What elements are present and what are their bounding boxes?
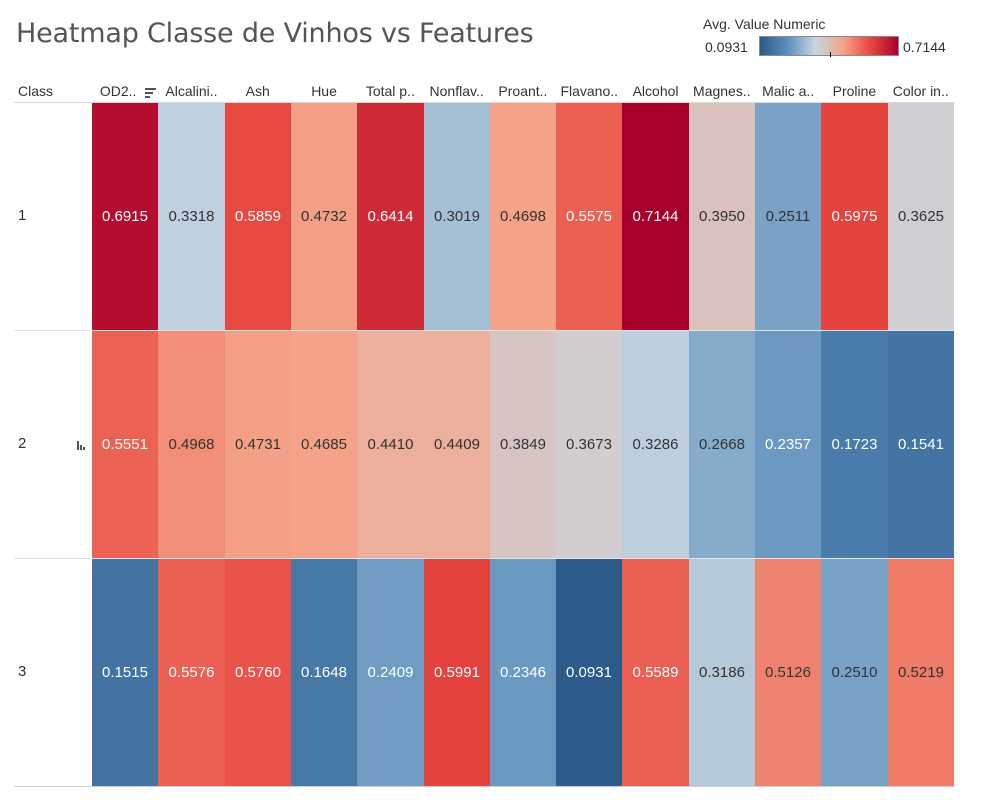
heatmap-cell[interactable]: 0.2409	[357, 559, 424, 786]
heatmap-cell[interactable]: 0.3849	[490, 331, 556, 558]
heatmap-cell[interactable]: 0.4698	[490, 103, 556, 330]
chart-title: Heatmap Classe de Vinhos vs Features	[16, 18, 534, 49]
column-header-5[interactable]: Nonflav..	[429, 83, 484, 99]
heatmap-cell[interactable]: 0.5575	[556, 103, 622, 330]
bar-chart-icon[interactable]	[77, 440, 87, 450]
legend-max-label: 0.7144	[903, 39, 946, 55]
column-header-6[interactable]: Proant..	[498, 83, 548, 99]
sort-descending-icon[interactable]	[145, 88, 156, 98]
heatmap-cell[interactable]: 0.5589	[622, 559, 689, 786]
column-header-11[interactable]: Proline	[832, 83, 877, 99]
heatmap-cell[interactable]: 0.5975	[821, 103, 888, 330]
heatmap-cell[interactable]: 0.2511	[755, 103, 821, 330]
column-header-9[interactable]: Magnes..	[693, 83, 751, 99]
heatmap-cell[interactable]: 0.3673	[556, 331, 622, 558]
legend-gradient-bar[interactable]	[759, 36, 899, 56]
column-header-3[interactable]: Hue	[311, 83, 337, 99]
column-header-12[interactable]: Color in..	[892, 83, 949, 99]
heatmap-cell[interactable]: 0.2357	[755, 331, 821, 558]
column-header-8[interactable]: Alcohol	[632, 83, 679, 99]
bottom-divider	[14, 786, 955, 787]
heatmap-cell[interactable]: 0.3625	[888, 103, 954, 330]
heatmap-cell[interactable]: 0.2346	[490, 559, 556, 786]
row-label-class-2[interactable]: 2	[18, 435, 27, 452]
heatmap-cell[interactable]: 0.2510	[821, 559, 888, 786]
heatmap-cell[interactable]: 0.6414	[357, 103, 424, 330]
heatmap-cell[interactable]: 0.4968	[158, 331, 225, 558]
heatmap-cell[interactable]: 0.1541	[888, 331, 954, 558]
column-header-4[interactable]: Total p..	[365, 83, 415, 99]
column-header-7[interactable]: Flavano..	[560, 83, 619, 99]
row-divider	[14, 330, 955, 331]
column-header-0[interactable]: OD2..	[99, 83, 137, 99]
heatmap-cell[interactable]: 0.4685	[291, 331, 357, 558]
heatmap-cell[interactable]: 0.4731	[225, 331, 291, 558]
legend-min-label: 0.0931	[705, 39, 748, 55]
header-divider	[14, 102, 955, 103]
heatmap-cell[interactable]: 0.1723	[821, 331, 888, 558]
legend-title: Avg. Value Numeric	[703, 16, 826, 32]
heatmap-cell[interactable]: 0.1515	[92, 559, 158, 786]
heatmap-cell[interactable]: 0.7144	[622, 103, 689, 330]
heatmap-cell[interactable]: 0.3318	[158, 103, 225, 330]
heatmap-cell[interactable]: 0.4732	[291, 103, 357, 330]
row-header-class[interactable]: Class	[18, 83, 54, 99]
heatmap-cell[interactable]: 0.0931	[556, 559, 622, 786]
heatmap-cell[interactable]: 0.3286	[622, 331, 689, 558]
row-divider	[14, 558, 955, 559]
column-header-10[interactable]: Malic a..	[762, 83, 815, 99]
column-header-2[interactable]: Ash	[245, 83, 270, 99]
column-header-1[interactable]: Alcalini..	[165, 83, 218, 99]
heatmap-cell[interactable]: 0.5219	[888, 559, 954, 786]
heatmap-cell[interactable]: 0.1648	[291, 559, 357, 786]
heatmap-cell[interactable]: 0.6915	[92, 103, 158, 330]
heatmap-cell[interactable]: 0.5126	[755, 559, 821, 786]
legend-marker	[830, 52, 831, 57]
heatmap-cell[interactable]: 0.2668	[689, 331, 755, 558]
heatmap-cell[interactable]: 0.5760	[225, 559, 291, 786]
heatmap-cell[interactable]: 0.4410	[357, 331, 424, 558]
heatmap-cell[interactable]: 0.3186	[689, 559, 755, 786]
heatmap-cell[interactable]: 0.5991	[424, 559, 490, 786]
heatmap-cell[interactable]: 0.5859	[225, 103, 291, 330]
heatmap-cell[interactable]: 0.5551	[92, 331, 158, 558]
color-legend[interactable]: Avg. Value Numeric 0.0931 0.7144	[700, 14, 960, 64]
heatmap-cell[interactable]: 0.3950	[689, 103, 755, 330]
heatmap-cell[interactable]: 0.4409	[424, 331, 490, 558]
row-label-class-3[interactable]: 3	[18, 663, 27, 680]
heatmap-cell[interactable]: 0.3019	[424, 103, 490, 330]
row-label-class-1[interactable]: 1	[18, 207, 27, 224]
heatmap-cell[interactable]: 0.5576	[158, 559, 225, 786]
